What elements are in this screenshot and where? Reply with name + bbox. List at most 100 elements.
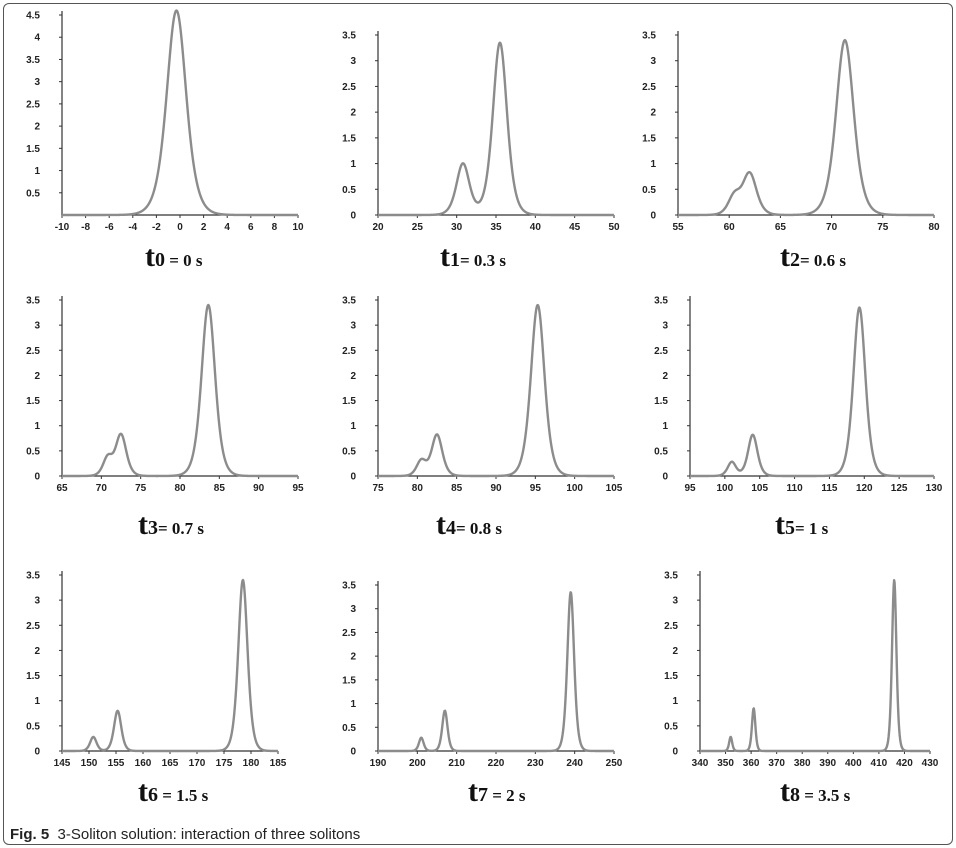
x-tick-label: 390 bbox=[819, 758, 836, 769]
x-tick-label: 360 bbox=[743, 758, 760, 769]
x-tick-label: 400 bbox=[845, 758, 862, 769]
x-tick-label: 430 bbox=[922, 758, 939, 769]
x-tick-label: -8 bbox=[81, 222, 90, 233]
x-tick-label: 180 bbox=[243, 758, 260, 769]
time-label-3: t3= 0.7 s bbox=[138, 508, 204, 542]
x-tick-label: 105 bbox=[606, 483, 623, 494]
soliton-panel-8: 340 350 360 370 380 390 400 410 420 430 0 0.5 1 1.5 2 2… bbox=[664, 571, 939, 770]
x-tick-label: 4 bbox=[224, 222, 230, 233]
y-tick-label: 1.5 bbox=[26, 396, 40, 407]
y-tick-label: 1 bbox=[34, 696, 40, 707]
y-tick-label: 2.5 bbox=[26, 346, 40, 357]
time-symbol: t bbox=[440, 240, 450, 273]
soliton-wave-line bbox=[689, 306, 935, 478]
time-symbol: t bbox=[138, 775, 148, 808]
x-tick-label: 90 bbox=[490, 483, 502, 494]
time-symbol: t bbox=[775, 508, 785, 541]
x-tick-label: 370 bbox=[768, 758, 785, 769]
y-tick-label: 2.5 bbox=[654, 346, 668, 357]
y-tick-label: 3 bbox=[34, 596, 40, 607]
x-tick-label: 85 bbox=[214, 483, 226, 494]
time-label-0: t0 = 0 s bbox=[145, 240, 203, 274]
y-tick-label: 2.5 bbox=[342, 346, 356, 357]
y-tick-label: 0.5 bbox=[342, 185, 356, 196]
y-tick-label: 2 bbox=[350, 371, 356, 382]
time-value: = 1 s bbox=[795, 519, 829, 538]
y-tick-label: 2.5 bbox=[26, 621, 40, 632]
y-tick-label: 1 bbox=[350, 421, 356, 432]
y-tick-label: 1.5 bbox=[642, 133, 656, 144]
time-symbol: t bbox=[468, 775, 478, 808]
y-tick-label: 1 bbox=[350, 159, 356, 170]
time-index: 3 bbox=[148, 517, 158, 539]
soliton-wave-line bbox=[377, 41, 615, 217]
y-tick-label: 0.5 bbox=[342, 446, 356, 457]
y-tick-label: 2.5 bbox=[26, 99, 40, 110]
y-tick-label: 3.5 bbox=[664, 571, 678, 582]
x-tick-label: 210 bbox=[448, 758, 465, 769]
soliton-wave-line bbox=[699, 579, 931, 753]
time-value: = 0.6 s bbox=[800, 251, 847, 270]
y-tick-label: 1 bbox=[350, 699, 356, 710]
y-tick-label: 2.5 bbox=[342, 628, 356, 639]
x-tick-label: 2 bbox=[201, 222, 207, 233]
y-tick-label: 0.5 bbox=[26, 446, 40, 457]
y-tick-label: 1.5 bbox=[342, 675, 356, 686]
time-value: = 0.7 s bbox=[158, 519, 205, 538]
y-tick-label: 3.5 bbox=[342, 31, 356, 42]
y-tick-label: 0 bbox=[34, 472, 40, 483]
x-tick-label: -2 bbox=[152, 222, 161, 233]
x-tick-label: 70 bbox=[96, 483, 108, 494]
y-tick-label: 3 bbox=[350, 56, 356, 67]
x-tick-label: 55 bbox=[672, 222, 684, 233]
soliton-panel-5: 95 100 105 110 115 120 125 130 0 0.5 1 1.5 2 2.5 3 3.5 bbox=[654, 296, 943, 495]
y-tick-label: 0.5 bbox=[642, 185, 656, 196]
x-tick-label: 185 bbox=[270, 758, 287, 769]
y-tick-label: 1.5 bbox=[654, 396, 668, 407]
time-symbol: t bbox=[780, 775, 790, 808]
x-tick-label: 175 bbox=[216, 758, 233, 769]
y-tick-label: 2 bbox=[34, 122, 40, 133]
y-tick-label: 2 bbox=[350, 652, 356, 663]
x-tick-label: 10 bbox=[292, 222, 304, 233]
y-tick-label: 3 bbox=[650, 56, 656, 67]
y-tick-label: 1 bbox=[34, 421, 40, 432]
y-tick-label: 0.5 bbox=[654, 446, 668, 457]
time-value: = 2 s bbox=[488, 786, 526, 805]
time-value: = 1.5 s bbox=[158, 786, 209, 805]
x-tick-label: 45 bbox=[569, 222, 581, 233]
x-tick-label: 155 bbox=[108, 758, 125, 769]
x-tick-label: 80 bbox=[928, 222, 940, 233]
x-tick-label: 70 bbox=[826, 222, 838, 233]
caption-text: 3-Soliton solution: interaction of three… bbox=[57, 826, 361, 843]
time-value: = 0.8 s bbox=[456, 519, 503, 538]
x-tick-label: 240 bbox=[566, 758, 583, 769]
y-tick-label: 3.5 bbox=[654, 296, 668, 307]
time-label-2: t2= 0.6 s bbox=[780, 240, 846, 274]
soliton-panel-6: 145 150 155 160 165 170 175 180 185 0 0.5 1 1.5 2 2.5 3… bbox=[26, 571, 287, 770]
x-tick-label: 25 bbox=[412, 222, 424, 233]
x-tick-label: 65 bbox=[775, 222, 787, 233]
y-tick-label: 0 bbox=[662, 472, 668, 483]
x-tick-label: 105 bbox=[751, 483, 768, 494]
x-tick-label: 75 bbox=[135, 483, 147, 494]
x-tick-label: 200 bbox=[409, 758, 426, 769]
y-tick-label: 1 bbox=[662, 421, 668, 432]
soliton-panel-4: 75 80 85 90 95 100 105 0 0.5 1 1.5 2 2.5 3 3.5 bbox=[342, 296, 623, 495]
time-symbol: t bbox=[780, 240, 790, 273]
y-tick-label: 0.5 bbox=[342, 723, 356, 734]
time-symbol: t bbox=[436, 508, 446, 541]
y-tick-label: 0 bbox=[650, 211, 656, 222]
x-tick-label: 100 bbox=[566, 483, 583, 494]
y-tick-label: 2.5 bbox=[342, 82, 356, 93]
y-tick-label: 3 bbox=[34, 77, 40, 88]
x-tick-label: -10 bbox=[55, 222, 70, 233]
soliton-wave-line bbox=[61, 9, 299, 217]
x-tick-label: 190 bbox=[370, 758, 387, 769]
soliton-panel-1: 20 25 30 35 40 45 50 0 0.5 1 1.5 2 2.5 3 3.5 bbox=[342, 31, 620, 234]
x-tick-label: 80 bbox=[412, 483, 424, 494]
y-tick-label: 3 bbox=[350, 321, 356, 332]
y-tick-label: 1.5 bbox=[342, 396, 356, 407]
y-tick-label: 0 bbox=[34, 747, 40, 758]
